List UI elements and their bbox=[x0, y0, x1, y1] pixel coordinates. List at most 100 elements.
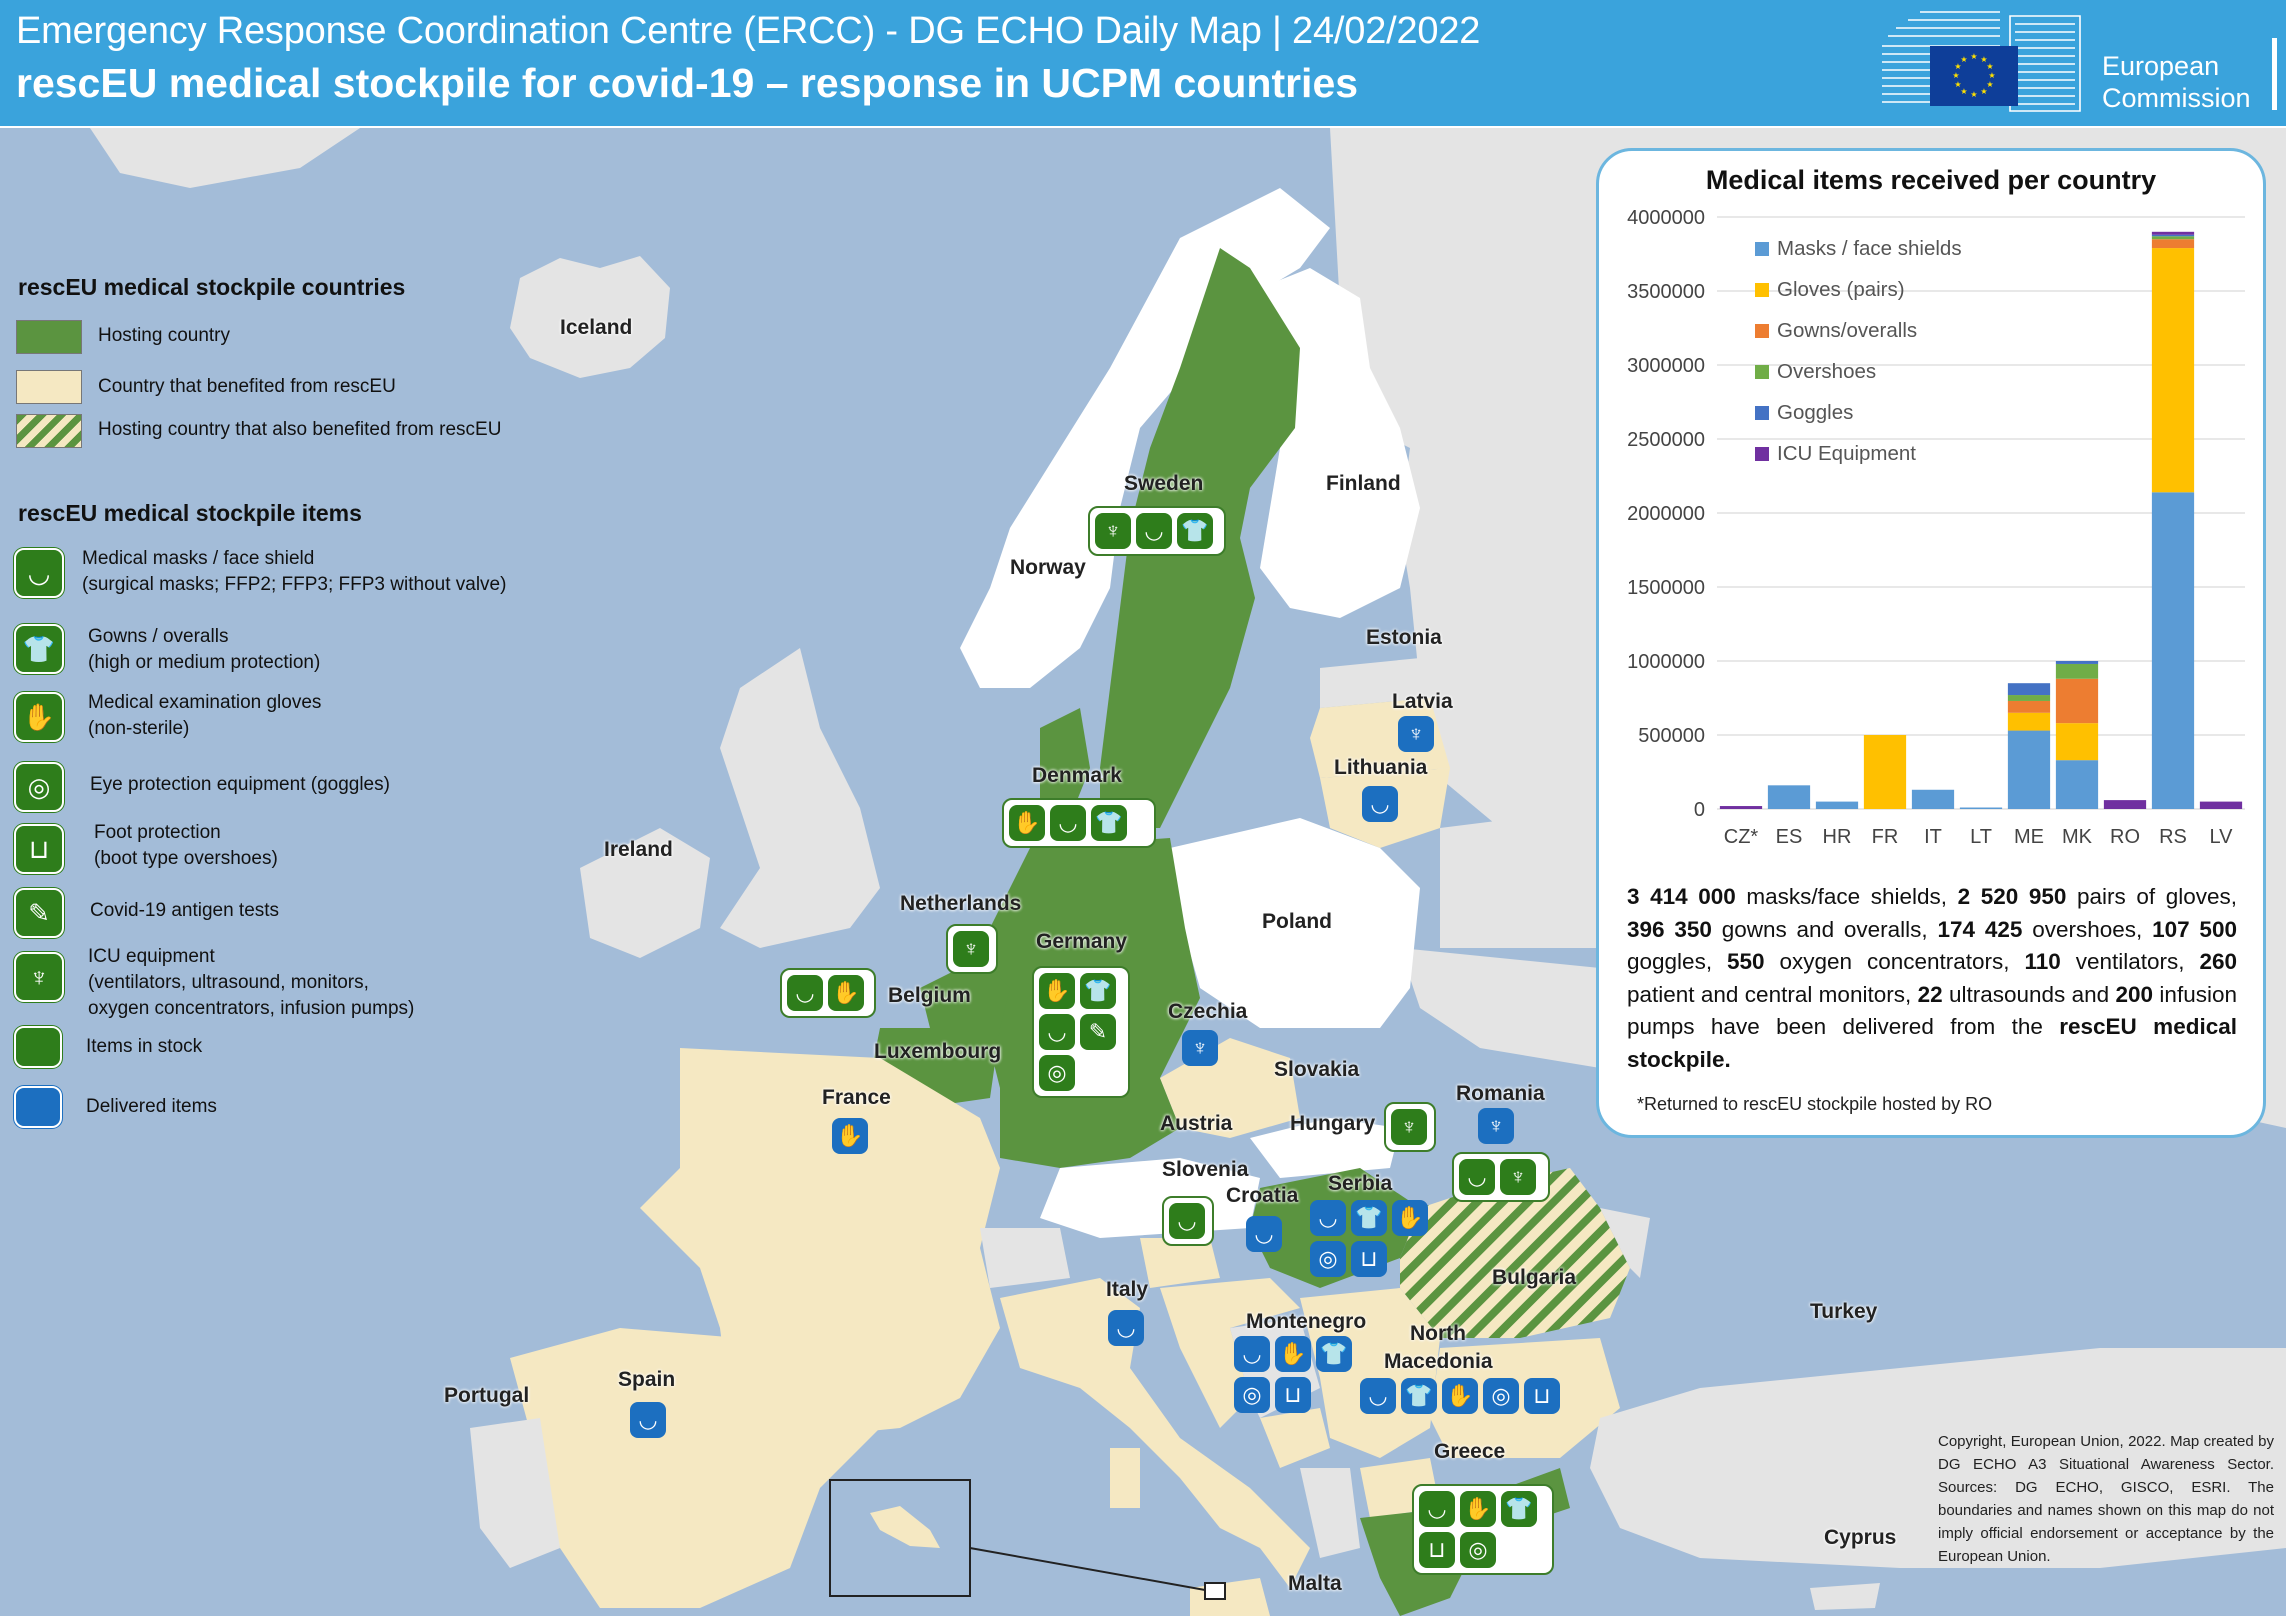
summary-segment: 550 bbox=[1727, 949, 1765, 974]
bar-segment-MK-2 bbox=[2055, 678, 2099, 724]
chart-title: Medical items received per country bbox=[1705, 165, 2157, 195]
mask-icon: ◡ bbox=[1136, 513, 1172, 549]
country-label-spain: Spain bbox=[618, 1368, 676, 1391]
gloves-icon: ✋ bbox=[1460, 1491, 1496, 1527]
x-tick-label: MK bbox=[2062, 826, 2093, 848]
summary-segment: patient and central monitors, bbox=[1627, 981, 1918, 1007]
bar-segment-HR-0 bbox=[1815, 801, 1859, 809]
romania-delivered-icons: ♆ bbox=[1478, 1108, 1514, 1144]
country-label-croatia: Croatia bbox=[1226, 1184, 1299, 1207]
belgium-stock-icons: ◡ ✋ bbox=[780, 968, 876, 1018]
summary-segment: infusion pumps have been delivered from … bbox=[1627, 981, 2237, 1040]
legend-item-icu-line3: oxygen concentrators, infusion pumps) bbox=[88, 998, 415, 1019]
mask-icon: ◡ bbox=[787, 975, 823, 1011]
svg-text:★: ★ bbox=[1960, 55, 1967, 64]
legend-swatch-2 bbox=[1755, 324, 1769, 338]
icu-icon: ♆ bbox=[1182, 1030, 1218, 1066]
country-label-romania: Romania bbox=[1456, 1082, 1545, 1105]
bar-segment-RO-5 bbox=[2103, 800, 2147, 809]
bar-segment-FR-1 bbox=[1863, 735, 1907, 809]
summary-segment: 107 500 bbox=[2152, 916, 2237, 942]
gown-icon: 👕 bbox=[1177, 513, 1213, 549]
legend-swatch-4 bbox=[1755, 406, 1769, 420]
netherlands-stock-icons: ♆ bbox=[946, 924, 998, 974]
mask-icon: ◡ bbox=[1050, 805, 1086, 841]
legend-entry: Goggles bbox=[1777, 401, 1853, 424]
gloves-icon: ✋ bbox=[1275, 1336, 1311, 1372]
y-tick-label: 500000 bbox=[1638, 725, 1705, 747]
x-tick-label: IT bbox=[1924, 826, 1942, 848]
mask-icon: ◡ bbox=[1108, 1310, 1144, 1346]
sweden-stock-icons: ♆ ◡ 👕 bbox=[1088, 506, 1226, 556]
svg-text:★: ★ bbox=[1986, 62, 1993, 71]
country-label-turkey: Turkey bbox=[1810, 1300, 1878, 1323]
country-label-cyprus: Cyprus bbox=[1824, 1526, 1897, 1549]
italy-delivered-icons: ◡ bbox=[1108, 1310, 1144, 1346]
land-serbia bbox=[1300, 1288, 1440, 1458]
land-poland bbox=[1170, 818, 1420, 1028]
logo-text-line2: Commission bbox=[2102, 83, 2251, 113]
country-label-sweden: Sweden bbox=[1124, 472, 1204, 495]
mask-icon: ◡ bbox=[1419, 1491, 1455, 1527]
land-estonia bbox=[1320, 658, 1430, 708]
country-label-italy: Italy bbox=[1106, 1278, 1149, 1301]
country-label-denmark: Denmark bbox=[1032, 764, 1122, 787]
x-tick-label: RS bbox=[2159, 826, 2187, 848]
legend-item-tests: Covid-19 antigen tests bbox=[90, 898, 279, 924]
gown-icon: 👕 bbox=[1091, 805, 1127, 841]
gloves-icon: ✋ bbox=[1039, 973, 1075, 1009]
country-label-belgium: Belgium bbox=[888, 984, 971, 1007]
bar-segment-RS-0 bbox=[2151, 492, 2195, 809]
chart-panel: Medical items received per country 0 5000… bbox=[1596, 148, 2266, 1138]
land-slovenia bbox=[1140, 1238, 1220, 1288]
bar-segment-MK-4 bbox=[2055, 661, 2099, 664]
legend-benefited-swatch bbox=[16, 370, 82, 404]
country-label-portugal: Portugal bbox=[444, 1384, 530, 1407]
country-label-poland: Poland bbox=[1262, 910, 1333, 933]
logo-text-line1: European bbox=[2102, 51, 2220, 81]
bar-segment-RS-4 bbox=[2151, 234, 2195, 237]
summary-segment: 174 425 bbox=[1937, 916, 2023, 942]
svg-text:★: ★ bbox=[1970, 52, 1977, 61]
y-tick-label: 4000000 bbox=[1627, 207, 1705, 229]
bar-segment-ME-1 bbox=[2007, 712, 2051, 731]
country-label-lithuania: Lithuania bbox=[1334, 756, 1428, 779]
gloves-icon: ✋ bbox=[828, 975, 864, 1011]
icu-icon: ♆ bbox=[1391, 1109, 1427, 1145]
legend-item-goggles-line1: Eye protection equipment (goggles) bbox=[90, 774, 390, 795]
country-label-norway: Norway bbox=[1010, 556, 1086, 579]
mask-icon: ◡ bbox=[1234, 1336, 1270, 1372]
legend-item-masks-line2: (surgical masks; FFP2; FFP3; FFP3 withou… bbox=[82, 574, 507, 595]
mask-icon: ◡ bbox=[1246, 1216, 1282, 1252]
legend-item-gowns-line2: (high or medium protection) bbox=[88, 652, 321, 673]
gown-icon: 👕 bbox=[1501, 1491, 1537, 1527]
legend-entry: Gowns/overalls bbox=[1777, 319, 1917, 342]
country-label-finland: Finland bbox=[1326, 472, 1401, 495]
x-tick-label: ME bbox=[2014, 826, 2044, 848]
legend-item-icu-line2: (ventilators, ultrasound, monitors, bbox=[88, 972, 369, 993]
mask-icon: ◡ bbox=[1310, 1200, 1346, 1236]
chart-summary: 3 414 000 masks/face shields, 2 520 950 … bbox=[1627, 881, 2237, 1076]
legend-entry: Gloves (pairs) bbox=[1777, 278, 1905, 301]
svg-text:★: ★ bbox=[1954, 62, 1961, 71]
icu-icon: ♆ bbox=[1095, 513, 1131, 549]
svg-text:★: ★ bbox=[1980, 55, 1987, 64]
mask-icon: ◡ bbox=[14, 548, 64, 598]
bar-segment-RS-3 bbox=[2151, 236, 2195, 240]
legend-hosting-label: Hosting country bbox=[98, 325, 231, 346]
legend-item-overshoes-line2: (boot type overshoes) bbox=[94, 848, 278, 869]
legend-item-gloves: Medical examination gloves (non-sterile) bbox=[88, 690, 321, 742]
bar-chart: 0 500000 1000000 1500000 2000000 2500000 30000… bbox=[1627, 207, 2245, 848]
land-finland bbox=[1260, 268, 1420, 618]
country-label-france: France bbox=[822, 1086, 891, 1109]
summary-segment: 22 bbox=[1917, 981, 1943, 1007]
legend-item-overshoes-line1: Foot protection bbox=[94, 822, 221, 843]
spain-delivered-icons: ◡ bbox=[630, 1402, 666, 1438]
summary-segment: rescEU medical stockpile. bbox=[1627, 1014, 2237, 1072]
slovenia-stock-icons: ◡ bbox=[1162, 1196, 1214, 1246]
legend-item-gloves-line2: (non-sterile) bbox=[88, 718, 190, 739]
in-stock-swatch bbox=[14, 1026, 62, 1068]
country-label-greece: Greece bbox=[1434, 1440, 1506, 1463]
bar-segment-RS-1 bbox=[2151, 248, 2195, 493]
mask-icon: ◡ bbox=[1459, 1159, 1495, 1195]
